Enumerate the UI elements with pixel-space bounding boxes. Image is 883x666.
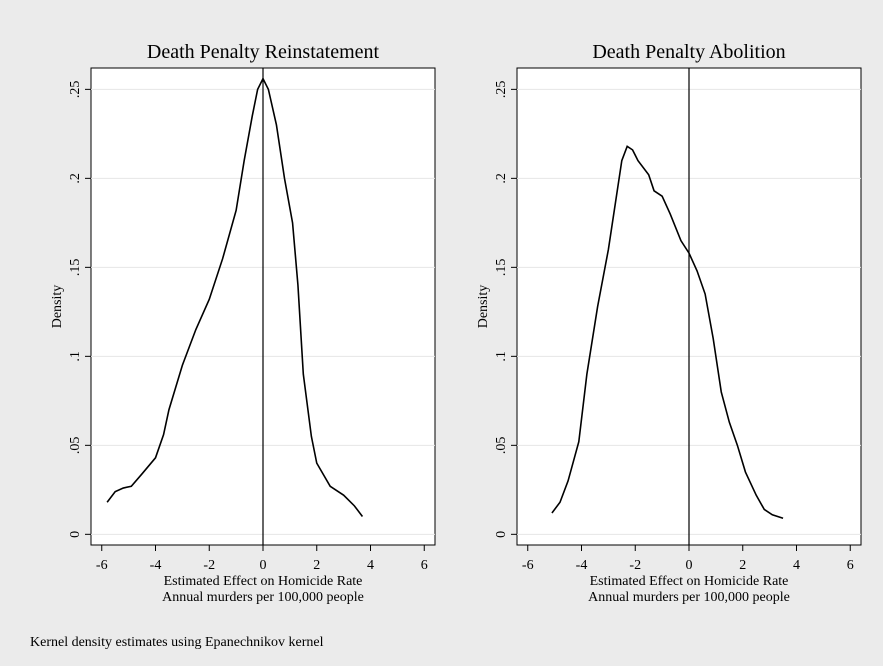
x-tick-label: -6 [522, 558, 534, 573]
x-tick-label: -2 [203, 558, 215, 573]
y-tick-label: .2 [68, 173, 83, 184]
y-tick-label: .2 [494, 173, 509, 184]
chart-title: Death Penalty Reinstatement [147, 41, 380, 63]
x-tick-label: 2 [739, 558, 746, 573]
y-tick-label: .05 [68, 437, 83, 455]
y-tick-label: .15 [68, 259, 83, 277]
x-tick-label: -4 [150, 558, 162, 573]
footnote: Kernel density estimates using Epanechni… [30, 635, 324, 650]
y-tick-label: .1 [68, 351, 83, 362]
density-line [106, 76, 364, 518]
y-tick-label: .15 [494, 259, 509, 277]
x-tick-label: 4 [793, 558, 800, 573]
y-tick-label: .25 [494, 81, 509, 99]
y-axis-label: Density [476, 285, 491, 329]
density-line [551, 145, 784, 520]
y-tick-label: .05 [494, 437, 509, 455]
y-tick-label: 0 [494, 531, 509, 538]
chart-title: Death Penalty Abolition [592, 41, 785, 63]
y-tick-label: .1 [494, 351, 509, 362]
y-tick-label: 0 [68, 531, 83, 538]
x-tick-label: 0 [260, 558, 267, 573]
x-tick-label: 6 [421, 558, 428, 573]
x-tick-label: -4 [576, 558, 588, 573]
x-tick-label: 0 [686, 558, 693, 573]
y-axis-label: Density [50, 285, 65, 329]
y-tick-label: .25 [68, 81, 83, 99]
x-axis-label: Annual murders per 100,000 people [162, 590, 364, 605]
x-axis-label: Estimated Effect on Homicide Rate [590, 574, 789, 589]
x-tick-label: 6 [847, 558, 854, 573]
x-tick-label: 2 [313, 558, 320, 573]
x-tick-label: 4 [367, 558, 374, 573]
x-axis-label: Estimated Effect on Homicide Rate [164, 574, 363, 589]
x-axis-label: Annual murders per 100,000 people [588, 590, 790, 605]
x-tick-label: -2 [629, 558, 641, 573]
x-tick-label: -6 [96, 558, 108, 573]
